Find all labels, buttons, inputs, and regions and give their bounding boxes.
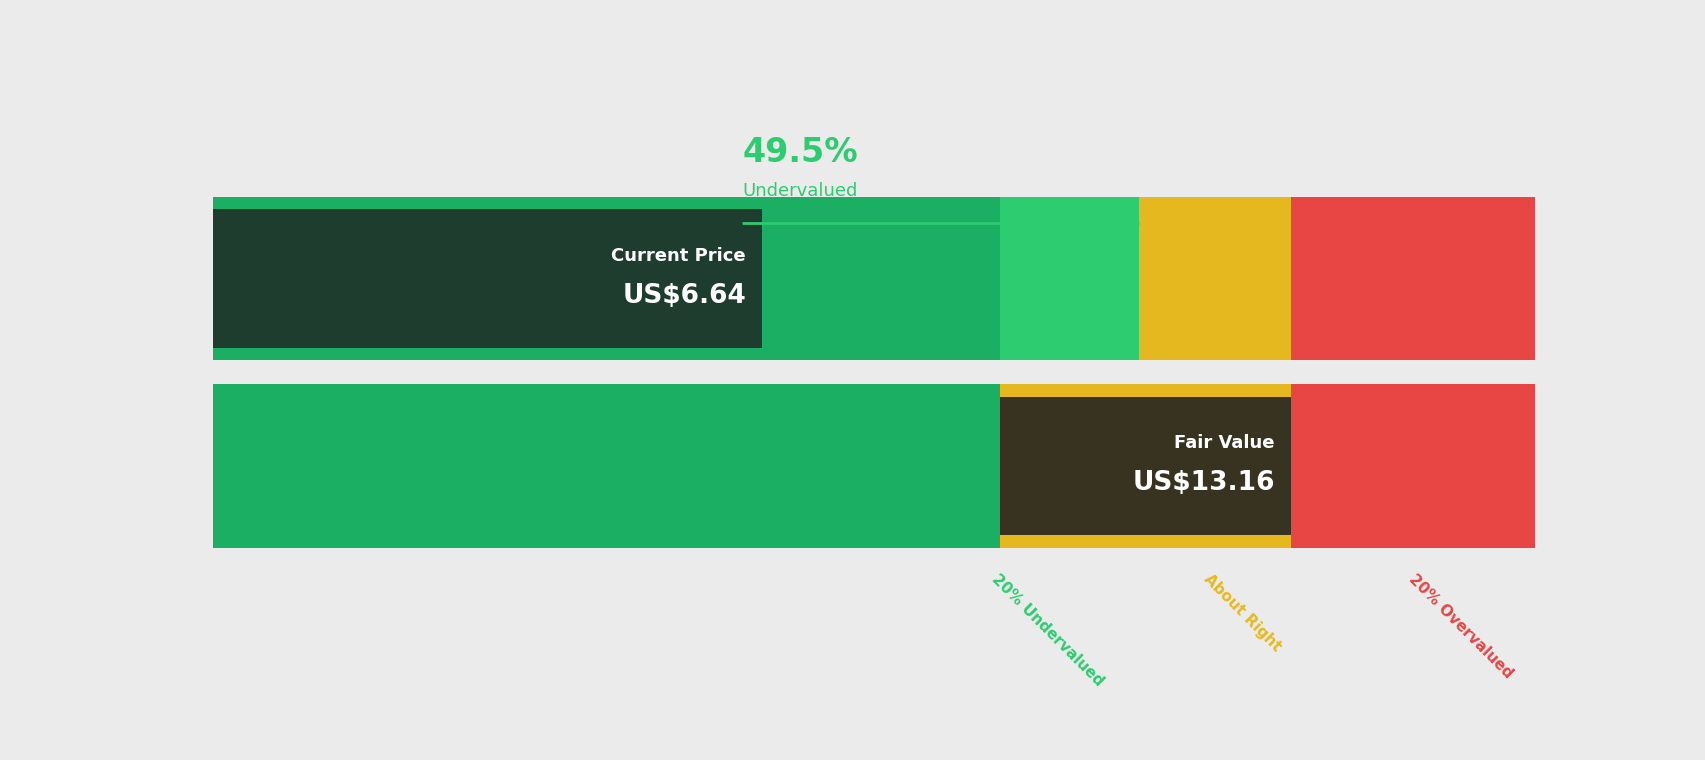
Bar (1291, 384, 1534, 548)
Bar (213, 384, 999, 548)
Bar (999, 197, 1139, 360)
Text: 20% Undervalued: 20% Undervalued (989, 571, 1107, 689)
Text: 20% Overvalued: 20% Overvalued (1405, 571, 1514, 681)
Bar (999, 397, 1291, 535)
Text: Undervalued: Undervalued (742, 182, 858, 200)
Bar (213, 197, 999, 360)
Bar (1139, 197, 1291, 360)
Bar (213, 210, 762, 347)
Text: US$6.64: US$6.64 (622, 283, 745, 309)
Text: About Right: About Right (1200, 571, 1284, 654)
Bar (999, 384, 1291, 548)
Text: Current Price: Current Price (610, 247, 745, 265)
Text: Fair Value: Fair Value (1173, 435, 1274, 452)
Text: US$13.16: US$13.16 (1132, 470, 1274, 496)
Text: 49.5%: 49.5% (742, 136, 858, 169)
Bar (1291, 197, 1534, 360)
